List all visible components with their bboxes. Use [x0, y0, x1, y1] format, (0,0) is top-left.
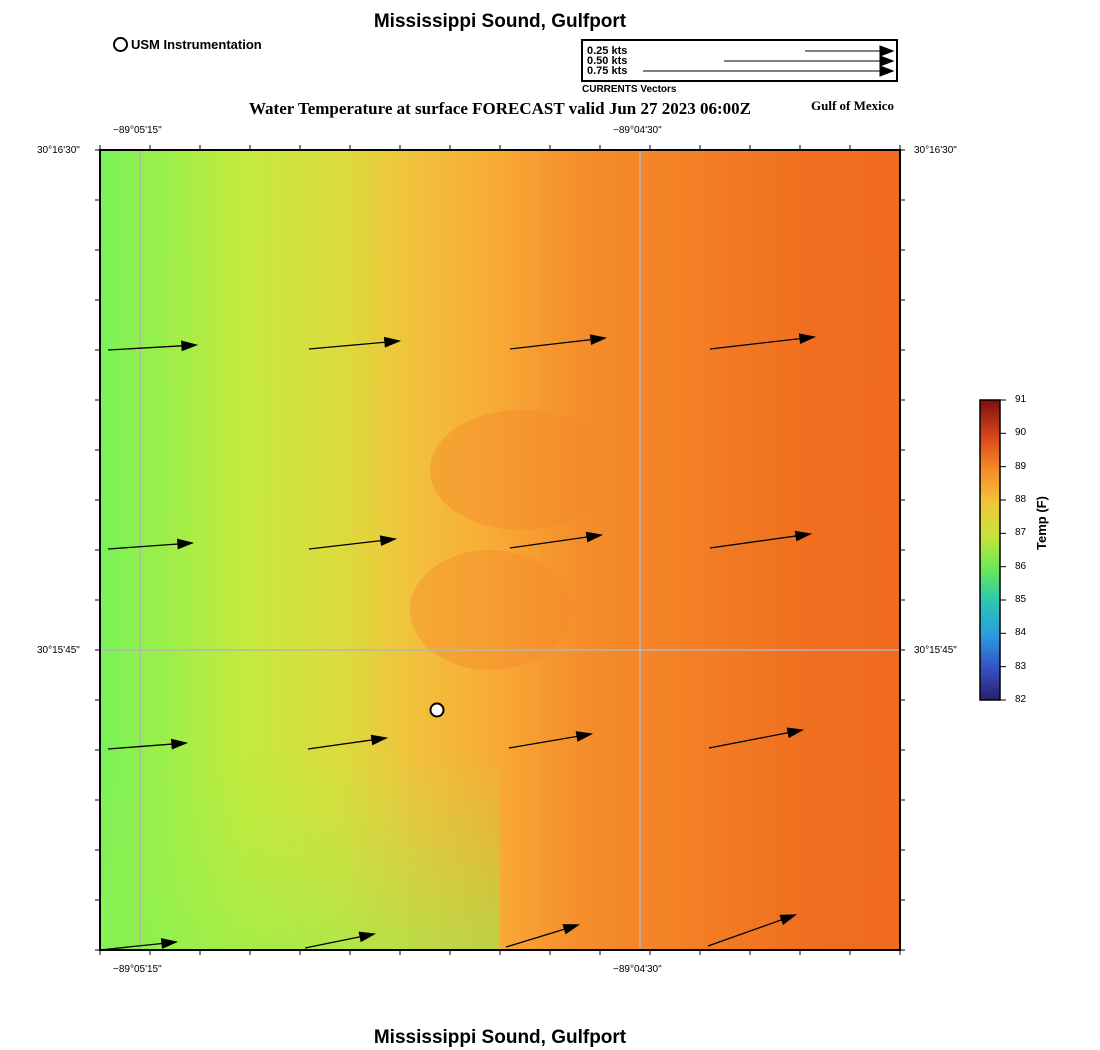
lat-label-left-0: 30°16'30" [37, 145, 80, 156]
lon-label-top-1: −89°04'30" [613, 125, 662, 136]
colorbar-ticks [1000, 399, 1006, 701]
current-vector-head-10 [575, 731, 594, 742]
current-vector-14 [505, 928, 565, 948]
current-vector-head-11 [786, 727, 805, 739]
vector-legend-label-2: 0.75 kts [587, 65, 628, 77]
current-vector-head-13 [358, 931, 377, 943]
current-vector-13 [304, 936, 361, 949]
current-vector-head-14 [562, 924, 581, 935]
current-vector-6 [509, 536, 588, 549]
current-vector-15 [707, 919, 783, 947]
lat-label-right-0: 30°16'30" [914, 145, 957, 156]
current-vector-10 [508, 735, 578, 749]
vector-legend-arrowhead-1 [879, 55, 895, 67]
colorbar-tick-label-87: 87 [1015, 527, 1027, 538]
lon-label-bottom-0: −89°05'15" [113, 964, 162, 975]
usm-legend-label: USM Instrumentation [131, 37, 262, 52]
current-vector-11 [708, 732, 789, 749]
current-vector-legend: 0.25 kts 0.50 kts 0.75 kts [581, 39, 898, 82]
graticule [100, 150, 900, 950]
colorbar-tick-label-88: 88 [1015, 494, 1027, 505]
vector-legend-caption: CURRENTS Vectors [582, 84, 677, 95]
current-vector-head-6 [585, 531, 604, 543]
usm-instrumentation-legend: USM Instrumentation [113, 37, 262, 52]
current-vector-0 [107, 345, 183, 351]
vector-legend-label-1: 0.50 kts [587, 55, 628, 67]
vector-legend-arrowhead-2 [879, 65, 895, 77]
footer-title: Mississippi Sound, Gulfport [373, 1027, 627, 1048]
colorbar-tick-label-85: 85 [1015, 594, 1027, 605]
colorbar-title: Temp (F) [1034, 496, 1049, 550]
current-vector-head-5 [379, 535, 398, 547]
colorbar-tick-label-89: 89 [1015, 461, 1027, 472]
current-vector-head-3 [798, 333, 817, 345]
current-vector-head-8 [170, 738, 189, 750]
lat-label-right-1: 30°15'45" [914, 645, 957, 656]
current-vector-7 [709, 535, 797, 549]
current-vector-head-12 [160, 938, 179, 949]
vector-legend-arrows [643, 45, 895, 77]
colorbar-tick-label-83: 83 [1015, 661, 1027, 672]
current-vectors [99, 333, 817, 951]
current-vector-4 [107, 543, 179, 550]
map-title: Mississippi Sound, Gulfport [373, 11, 627, 32]
colorbar-tick-label-90: 90 [1015, 427, 1027, 438]
current-vector-12 [99, 942, 163, 951]
region-label: Gulf of Mexico [811, 98, 895, 113]
current-vector-head-2 [589, 334, 608, 346]
usm-station-legend-icon [113, 37, 128, 52]
current-vector-1 [308, 341, 386, 350]
current-vector-head-7 [794, 530, 813, 542]
colorbar-tick-label-84: 84 [1015, 627, 1027, 638]
vector-legend-arrowhead-0 [879, 45, 895, 57]
colorbar-tick-label-82: 82 [1015, 694, 1027, 705]
usm-station-marker [429, 702, 445, 718]
lon-label-bottom-1: −89°04'30" [613, 964, 662, 975]
temperature-field-warm-patch [430, 410, 610, 530]
colorbar [979, 399, 1001, 701]
current-vector-3 [709, 337, 801, 350]
temperature-field-shading [100, 150, 500, 950]
current-vector-9 [307, 739, 373, 750]
current-vector-head-4 [177, 538, 195, 550]
current-vector-8 [107, 743, 173, 750]
map-frame-ticks [95, 145, 905, 955]
colorbar-tick-label-86: 86 [1015, 561, 1027, 572]
current-vector-head-15 [779, 914, 798, 925]
temperature-field-warm-patch-2 [410, 550, 570, 670]
vector-legend-label-0: 0.25 kts [587, 45, 628, 57]
current-vector-head-1 [383, 336, 402, 348]
lat-label-left-1: 30°15'45" [37, 645, 80, 656]
current-vector-5 [308, 539, 382, 550]
current-vector-2 [509, 338, 592, 350]
map-subtitle: Water Temperature at surface FORECAST va… [249, 99, 751, 118]
colorbar-tick-label-91: 91 [1015, 394, 1027, 405]
current-vector-head-9 [370, 734, 389, 746]
current-vector-head-0 [181, 340, 199, 352]
lon-label-top-0: −89°05'15" [113, 125, 162, 136]
